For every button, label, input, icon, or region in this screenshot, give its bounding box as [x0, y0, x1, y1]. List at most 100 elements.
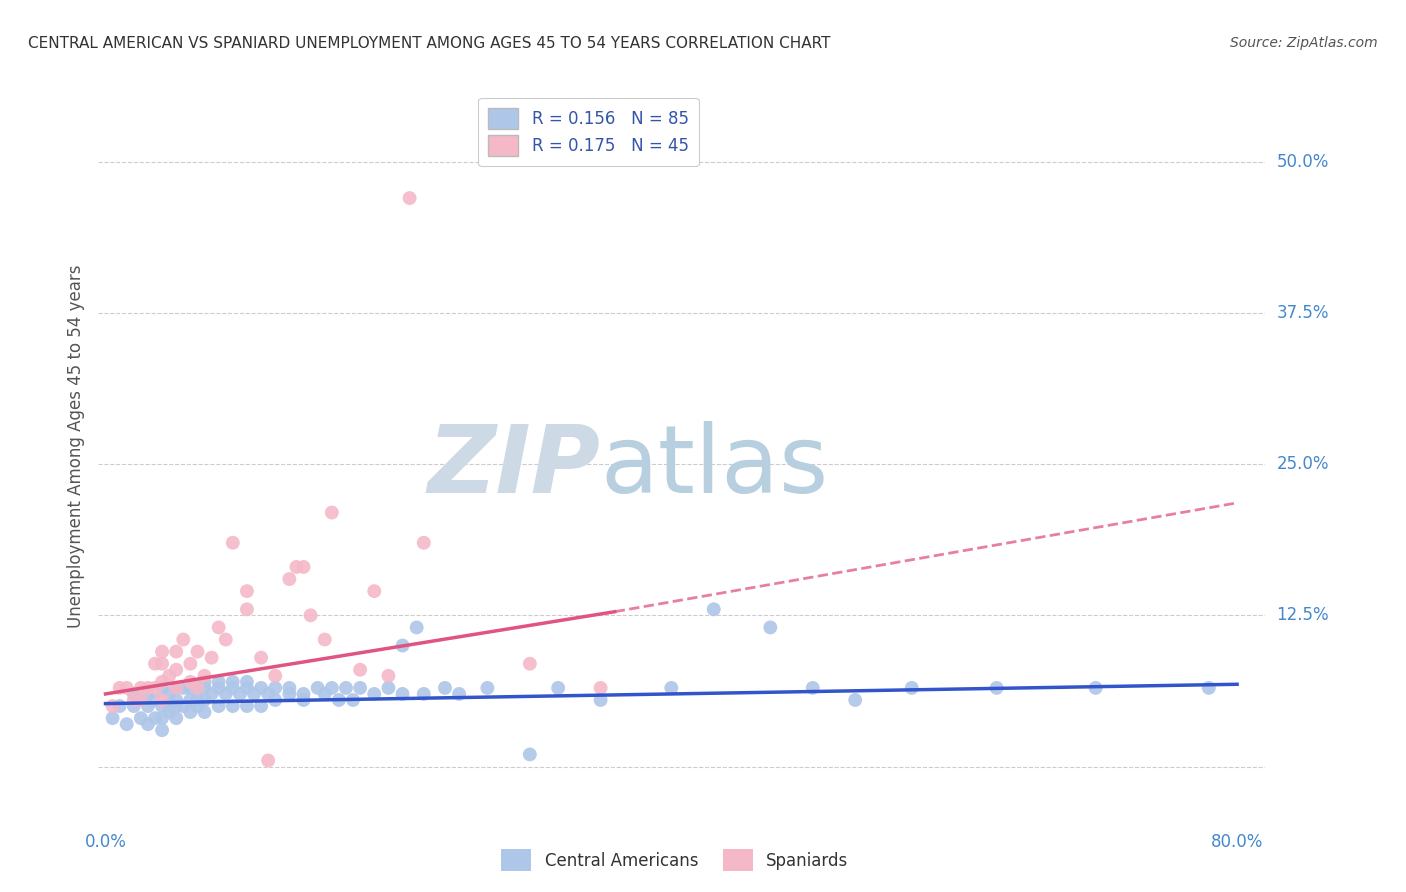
Point: [257, 687, 280, 701]
Point: [236, 674, 259, 689]
Point: [589, 681, 612, 695]
Point: [349, 663, 371, 677]
Point: [208, 681, 231, 695]
Point: [165, 663, 187, 677]
Point: [335, 681, 357, 695]
Point: [200, 687, 222, 701]
Point: [278, 572, 301, 586]
Point: [150, 693, 173, 707]
Point: [101, 711, 124, 725]
Legend: Central Americans, Spaniards: Central Americans, Spaniards: [494, 841, 856, 880]
Point: [299, 608, 322, 623]
Point: [193, 669, 215, 683]
Point: [129, 711, 152, 725]
Point: [172, 699, 194, 714]
Point: [179, 705, 201, 719]
Point: [314, 632, 336, 647]
Point: [222, 535, 245, 549]
Point: [108, 681, 131, 695]
Point: [391, 687, 413, 701]
Point: [115, 717, 138, 731]
Point: [264, 669, 287, 683]
Point: [547, 681, 569, 695]
Point: [264, 693, 287, 707]
Text: 12.5%: 12.5%: [1277, 607, 1329, 624]
Point: [278, 681, 301, 695]
Point: [449, 687, 471, 701]
Point: [243, 687, 266, 701]
Point: [986, 681, 1008, 695]
Point: [150, 657, 173, 671]
Point: [150, 711, 173, 725]
Text: 0.0%: 0.0%: [84, 833, 127, 851]
Point: [165, 681, 187, 695]
Text: Source: ZipAtlas.com: Source: ZipAtlas.com: [1230, 36, 1378, 50]
Point: [143, 693, 166, 707]
Point: [172, 681, 194, 695]
Point: [186, 693, 208, 707]
Point: [136, 699, 159, 714]
Point: [136, 717, 159, 731]
Text: 50.0%: 50.0%: [1277, 153, 1329, 170]
Point: [257, 754, 280, 768]
Point: [200, 650, 222, 665]
Point: [165, 699, 187, 714]
Point: [193, 705, 215, 719]
Point: [186, 681, 208, 695]
Point: [179, 657, 201, 671]
Point: [179, 681, 201, 695]
Legend: R = 0.156   N = 85, R = 0.175   N = 45: R = 0.156 N = 85, R = 0.175 N = 45: [478, 97, 699, 166]
Point: [150, 645, 173, 659]
Point: [186, 699, 208, 714]
Point: [433, 681, 456, 695]
Point: [157, 669, 180, 683]
Point: [129, 693, 152, 707]
Point: [165, 711, 187, 725]
Point: [215, 687, 238, 701]
Point: [122, 687, 145, 701]
Point: [363, 584, 385, 599]
Point: [519, 747, 541, 762]
Point: [115, 681, 138, 695]
Point: [900, 681, 922, 695]
Point: [703, 602, 725, 616]
Point: [222, 699, 245, 714]
Point: [236, 681, 259, 695]
Point: [136, 681, 159, 695]
Point: [186, 681, 208, 695]
Point: [292, 687, 315, 701]
Point: [172, 632, 194, 647]
Y-axis label: Unemployment Among Ages 45 to 54 years: Unemployment Among Ages 45 to 54 years: [66, 264, 84, 628]
Point: [314, 687, 336, 701]
Point: [236, 602, 259, 616]
Point: [186, 645, 208, 659]
Point: [278, 687, 301, 701]
Point: [391, 639, 413, 653]
Point: [157, 687, 180, 701]
Point: [208, 620, 231, 634]
Point: [150, 699, 173, 714]
Point: [250, 681, 273, 695]
Point: [250, 650, 273, 665]
Point: [129, 681, 152, 695]
Point: [157, 705, 180, 719]
Point: [208, 674, 231, 689]
Point: [193, 681, 215, 695]
Point: [328, 693, 350, 707]
Text: ZIP: ZIP: [427, 421, 600, 514]
Text: 37.5%: 37.5%: [1277, 304, 1329, 322]
Point: [412, 687, 434, 701]
Point: [143, 657, 166, 671]
Point: [150, 681, 173, 695]
Point: [264, 681, 287, 695]
Point: [759, 620, 782, 634]
Text: CENTRAL AMERICAN VS SPANIARD UNEMPLOYMENT AMONG AGES 45 TO 54 YEARS CORRELATION : CENTRAL AMERICAN VS SPANIARD UNEMPLOYMEN…: [28, 36, 831, 51]
Text: atlas: atlas: [600, 421, 828, 514]
Point: [179, 693, 201, 707]
Point: [165, 693, 187, 707]
Point: [519, 657, 541, 671]
Point: [292, 693, 315, 707]
Point: [844, 693, 866, 707]
Point: [136, 687, 159, 701]
Point: [1198, 681, 1220, 695]
